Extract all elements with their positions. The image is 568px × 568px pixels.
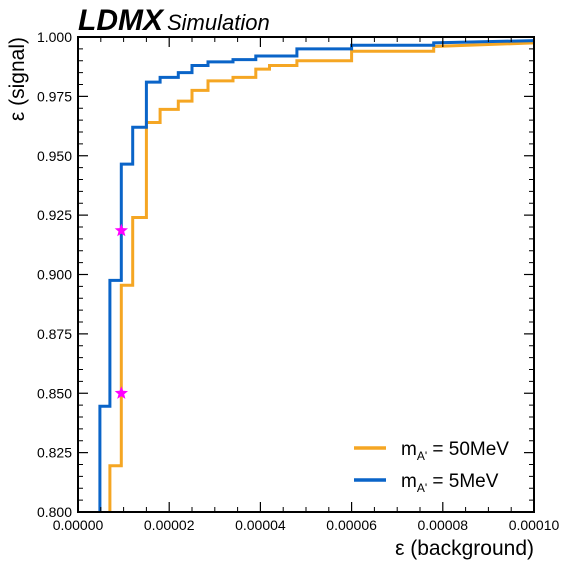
chart-header: LDMX Simulation [78,4,270,37]
x-tick-label: 0.00006 [326,517,377,533]
y-tick-label: 0.900 [37,267,72,283]
x-tick-label: 0.00010 [509,517,560,533]
x-tick-label: 0.00000 [53,517,104,533]
series-line-50mev [108,41,534,512]
legend: mA' = 50MeV mA' = 5MeV [354,439,509,495]
y-tick-label: 0.875 [37,326,72,342]
series-layer [98,39,534,512]
y-tick-label: 0.850 [37,385,72,401]
y-axis-title: ε (signal) [6,37,29,121]
marker-layer [114,223,128,399]
y-tick-label: 1.000 [37,29,72,45]
y-tick-label: 0.950 [37,148,72,164]
experiment-label: LDMX [78,4,165,37]
y-tick-label: 0.825 [37,445,72,461]
legend-entry: mA' = 5MeV [401,471,499,495]
x-tick-label: 0.00008 [417,517,468,533]
y-tick-labels: 0.800 0.825 0.850 0.875 0.900 0.925 0.950 0.975… [37,29,72,520]
working-point-star-icon [114,386,128,399]
x-tick-labels: 0.00000 0.00002 0.00004 0.00006 0.00008 0.000… [53,517,560,533]
x-tick-label: 0.00002 [144,517,195,533]
working-point-star-icon [114,223,128,237]
plot-area [77,36,535,513]
legend-entry: mA' = 50MeV [401,439,509,463]
series-line-5mev [98,39,534,512]
plot-frame [77,36,535,513]
simulation-label: Simulation [167,10,270,35]
x-axis-title: ε (background) [395,537,534,560]
x-tick-label: 0.00004 [235,517,286,533]
y-tick-label: 0.975 [37,88,72,104]
y-tick-label: 0.925 [37,207,72,223]
y-tick-label: 0.800 [37,504,72,520]
